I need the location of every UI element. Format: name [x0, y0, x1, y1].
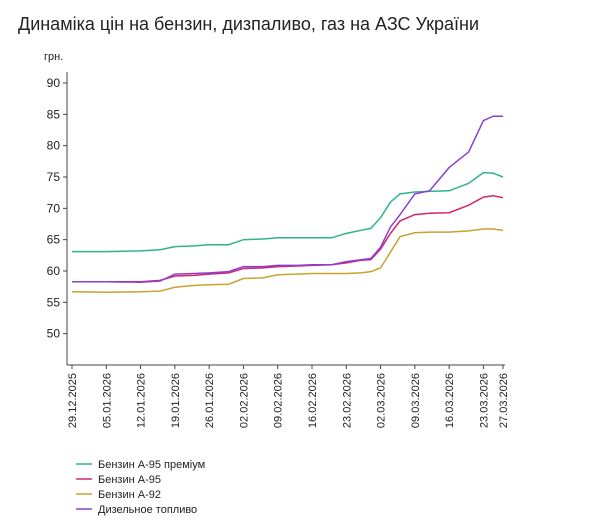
y-tick-label: 50	[47, 327, 61, 341]
series-line	[72, 171, 504, 253]
y-axis-label: грн.	[44, 51, 63, 63]
x-tick-label: 12.01.2026	[136, 373, 148, 428]
y-tick-label: 75	[47, 170, 61, 184]
y-tick-label: 90	[47, 76, 61, 90]
legend-label: Бензин А-92	[98, 489, 161, 501]
x-tick-label: 05.01.2026	[101, 373, 113, 428]
x-tick-label: 29.12.2025	[67, 373, 79, 428]
x-tick-label: 27.03.2026	[498, 373, 510, 428]
y-tick-label: 65	[47, 233, 61, 247]
y-tick-label: 80	[47, 139, 61, 153]
series-line	[71, 228, 504, 294]
chart-title: Динаміка цін на бензин, дизпаливо, газ н…	[18, 14, 479, 34]
y-tick-label: 60	[47, 264, 61, 278]
x-tick-label: 09.02.2026	[273, 373, 285, 428]
legend-label: Дизельное топливо	[98, 504, 197, 516]
x-tick-label: 02.03.2026	[376, 373, 388, 428]
x-tick-label: 02.02.2026	[238, 373, 250, 428]
legend-label: Бензин А-95 преміум	[98, 459, 205, 471]
x-tick-label: 16.02.2026	[307, 373, 319, 428]
series-line	[72, 195, 504, 283]
x-tick-label: 19.01.2026	[170, 373, 182, 428]
x-tick-label: 16.03.2026	[444, 373, 456, 428]
x-tick-label: 26.01.2026	[204, 373, 216, 428]
x-tick-label: 23.02.2026	[341, 373, 353, 428]
series-line	[72, 115, 503, 284]
y-tick-label: 85	[47, 107, 61, 121]
y-tick-label: 55	[47, 295, 61, 309]
x-tick-label: 09.03.2026	[410, 373, 422, 428]
legend-label: Бензин А-95	[98, 474, 161, 486]
x-tick-label: 23.03.2026	[478, 373, 490, 428]
y-tick-label: 70	[47, 201, 61, 215]
